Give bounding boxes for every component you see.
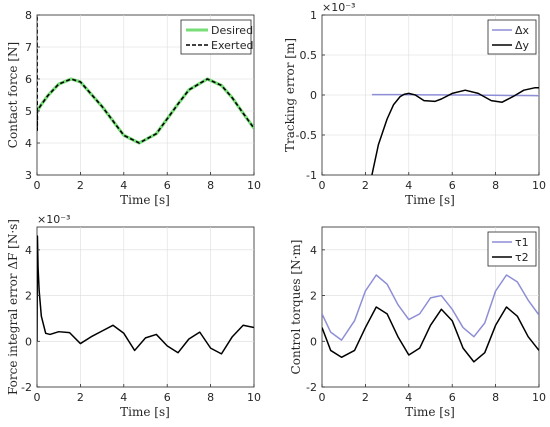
contact-force-xtick-label: 0	[34, 179, 41, 192]
legend-label-exerted: Exerted	[211, 39, 253, 52]
tracking-error-panel: 0 2 4 6 8 10 -1 -0.5 0 0.5 1 ×10⁻³ Time [s] Tracki…	[283, 1, 546, 207]
force-integral-xtick-label: 6	[164, 391, 171, 404]
contact-force-series-line-exerted	[37, 16, 254, 144]
force-integral-axes	[36, 226, 255, 388]
control-torques-series-line-1	[322, 274, 539, 341]
control-torques-xtick-label: 6	[449, 391, 456, 404]
control-torques-xlabel: Time [s]	[405, 405, 455, 419]
control-torques-series-line-2	[322, 306, 539, 363]
force-integral-ytick-label: 2	[25, 290, 32, 303]
force-integral-ytick-label: 0	[25, 335, 32, 348]
tracking-error-ytick-label: -0.5	[296, 129, 317, 142]
contact-force-ytick-label: 4	[25, 137, 32, 150]
contact-force-ytick-label: 5	[25, 105, 32, 118]
tracking-error-xtick-label: 4	[405, 179, 412, 192]
force-integral-ytick-label: 4	[25, 244, 32, 257]
force-integral-exponent: ×10⁻³	[37, 213, 70, 226]
contact-force-xlabel: Time [s]	[120, 193, 170, 207]
tracking-error-ytick-label: 1	[310, 9, 317, 22]
force-integral-series-line-s0	[37, 235, 254, 355]
force-integral-xtick-label: 2	[77, 391, 84, 404]
control-torques-xtick-label: 4	[405, 391, 412, 404]
tracking-error-series-line-x	[371, 93, 539, 97]
control-torques-ytick-label: 0	[310, 335, 317, 348]
tracking-error-ylabel: Tracking error [m]	[283, 38, 297, 152]
force-integral-xtick-label: 4	[120, 391, 127, 404]
contact-force-panel: 0 2 4 6 8 10 3 4 5 6 7 8 Time [s] Contact force [N]…	[6, 9, 261, 207]
tracking-error-xtick-label: 2	[362, 179, 369, 192]
tracking-error-ytick-label: 0	[310, 89, 317, 102]
control-torques-ytick-label: -2	[306, 381, 317, 394]
control-torques-axes	[321, 226, 540, 388]
contact-force-ylabel: Contact force [N]	[6, 42, 20, 148]
contact-force-xtick-label: 2	[77, 179, 84, 192]
contact-force-ytick-label: 8	[25, 9, 32, 22]
control-torques-ytick-label: 4	[310, 244, 317, 257]
force-integral-ylabel: Force integral error ΔF [N·s]	[6, 219, 20, 395]
contact-force-ytick-label: 7	[25, 41, 32, 54]
contact-force-xtick-label: 8	[207, 179, 214, 192]
contact-force-ytick-label: 3	[25, 169, 32, 182]
force-integral-ytick-label: -2	[21, 381, 32, 394]
control-torques-xtick-label: 10	[532, 391, 546, 404]
tracking-error-ytick-label: 0.5	[300, 49, 318, 62]
tracking-error-xlabel: Time [s]	[405, 193, 455, 207]
control-torques-legend: τ1 τ2	[487, 231, 537, 267]
tracking-error-exponent: ×10⁻³	[322, 1, 355, 14]
tracking-error-xtick-label: 10	[532, 179, 546, 192]
legend-label-dy: Δy	[515, 39, 530, 52]
force-integral-xtick-label: 8	[207, 391, 214, 404]
force-integral-xtick-label: 0	[34, 391, 41, 404]
control-torques-xtick-label: 2	[362, 391, 369, 404]
force-integral-xlabel: Time [s]	[120, 405, 170, 419]
contact-force-xtick-label: 4	[120, 179, 127, 192]
legend-label-desired: Desired	[211, 24, 253, 37]
tracking-error-ytick-label: -1	[306, 169, 317, 182]
legend-label-tau2: τ2	[515, 251, 529, 264]
tracking-error-xtick-label: 6	[449, 179, 456, 192]
legend-label-dx: Δx	[515, 24, 530, 37]
tracking-error-legend: Δx Δy	[487, 19, 537, 55]
tracking-error-series-line-y	[371, 87, 539, 175]
legend-label-tau1: τ1	[515, 236, 529, 249]
contact-force-ytick-label: 6	[25, 73, 32, 86]
control-torques-ytick-label: 2	[310, 290, 317, 303]
contact-force-legend: Desired Exerted	[180, 19, 253, 55]
control-torques-ylabel: Control torques [N·m]	[289, 240, 303, 375]
tracking-error-xtick-label: 8	[492, 179, 499, 192]
tracking-error-xtick-label: 0	[319, 179, 326, 192]
control-torques-xtick-label: 0	[319, 391, 326, 404]
contact-force-xtick-label: 10	[247, 179, 261, 192]
control-torques-xtick-label: 8	[492, 391, 499, 404]
force-integral-xtick-label: 10	[247, 391, 261, 404]
contact-force-xtick-label: 6	[164, 179, 171, 192]
